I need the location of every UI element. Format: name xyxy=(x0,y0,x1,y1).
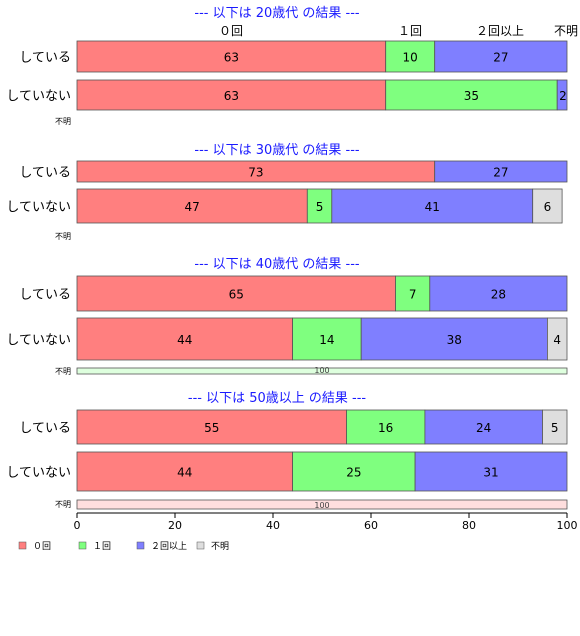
data-label: 24 xyxy=(476,421,491,435)
row-label: している xyxy=(19,288,71,303)
panel-title: --- 以下は 30歳代 の結果 --- xyxy=(194,143,360,158)
legend-swatch xyxy=(78,541,87,550)
header-category-label: １回 xyxy=(398,24,422,38)
data-label: 44 xyxy=(177,466,192,480)
bar-segment xyxy=(395,275,431,312)
panel-title: --- 以下は 40歳代 の結果 --- xyxy=(194,257,360,272)
bar-segment xyxy=(385,79,558,111)
header-category-label: ２回以上 xyxy=(476,24,524,38)
data-label: 14 xyxy=(319,333,334,347)
row-label: している xyxy=(19,166,71,181)
legend-label: 不明 xyxy=(211,541,229,552)
x-tick-label: 0 xyxy=(74,519,81,532)
row-label: している xyxy=(19,421,71,436)
data-label: 7 xyxy=(409,288,417,302)
legend-swatch xyxy=(136,541,145,550)
bar-segment xyxy=(76,188,308,224)
unknown-row-label: 不明 xyxy=(55,367,71,376)
data-label: 25 xyxy=(346,466,361,480)
legend-swatch xyxy=(196,541,205,550)
data-label: 10 xyxy=(403,51,418,65)
data-label: 5 xyxy=(551,421,559,435)
data-label: 63 xyxy=(224,89,239,103)
data-label: 63 xyxy=(224,51,239,65)
bar-segment xyxy=(360,317,548,361)
bar-segment xyxy=(414,451,568,492)
data-label: 16 xyxy=(378,421,393,435)
panel-title: --- 以下は 50歳以上 の結果 --- xyxy=(188,391,367,406)
unknown-bar-label: 100 xyxy=(314,501,329,510)
data-label: 44 xyxy=(177,333,192,347)
bar-segment xyxy=(76,317,294,361)
x-tick-label: 80 xyxy=(462,519,476,532)
x-tick-label: 40 xyxy=(266,519,280,532)
bar-segment xyxy=(556,79,568,111)
data-label: 6 xyxy=(544,200,552,214)
data-label: 27 xyxy=(493,166,508,180)
unknown-bar-label: 100 xyxy=(314,366,329,375)
unknown-bar xyxy=(76,499,568,510)
data-label: 5 xyxy=(316,200,324,214)
data-label: 65 xyxy=(229,288,244,302)
data-label: 47 xyxy=(185,200,200,214)
bar-segment xyxy=(424,409,543,445)
bar-segment xyxy=(532,188,563,224)
bar-segment xyxy=(429,275,568,312)
bar-segment xyxy=(346,409,426,445)
bar-segment xyxy=(547,317,568,361)
bar-segment xyxy=(76,275,396,312)
data-label: 38 xyxy=(447,333,462,347)
row-label: していない xyxy=(6,89,71,104)
bar-segment xyxy=(542,409,568,445)
bar-segment xyxy=(76,409,347,445)
legend-label: ２回以上 xyxy=(151,541,187,552)
data-label: 41 xyxy=(425,200,440,214)
bar-segment xyxy=(292,317,362,361)
unknown-row-label: 不明 xyxy=(55,500,71,509)
header-category-label: ０回 xyxy=(219,24,243,38)
x-tick-label: 20 xyxy=(168,519,182,532)
data-label: 31 xyxy=(483,466,498,480)
bar-segment xyxy=(434,40,568,73)
legend-label: ０回 xyxy=(33,541,51,552)
x-tick-label: 100 xyxy=(557,519,578,532)
data-label: 27 xyxy=(493,51,508,65)
bar-segment xyxy=(76,79,387,111)
bar-segment xyxy=(306,188,333,224)
data-label: 55 xyxy=(204,421,219,435)
legend-swatch xyxy=(18,541,27,550)
unknown-row-label: 不明 xyxy=(55,117,71,126)
unknown-row-label: 不明 xyxy=(55,232,71,241)
row-label: していない xyxy=(6,466,71,481)
x-tick-label: 60 xyxy=(364,519,378,532)
row-label: していない xyxy=(6,200,71,215)
data-label: 73 xyxy=(248,166,263,180)
bar-segment xyxy=(76,40,387,73)
bar-segment xyxy=(434,160,568,183)
legend-label: １回 xyxy=(93,541,111,552)
data-label: 2 xyxy=(559,89,567,103)
panel-title: --- 以下は 20歳代 の結果 --- xyxy=(194,6,360,21)
bar-segment xyxy=(331,188,534,224)
row-label: している xyxy=(19,51,71,66)
bar-segment xyxy=(385,40,436,73)
data-label: 35 xyxy=(464,89,479,103)
unknown-bar xyxy=(76,367,568,375)
row-label: していない xyxy=(6,333,71,348)
data-label: 28 xyxy=(491,288,506,302)
header-category-label: 不明 xyxy=(554,24,578,38)
bar-segment xyxy=(76,451,294,492)
data-label: 4 xyxy=(553,333,561,347)
bar-segment xyxy=(292,451,416,492)
